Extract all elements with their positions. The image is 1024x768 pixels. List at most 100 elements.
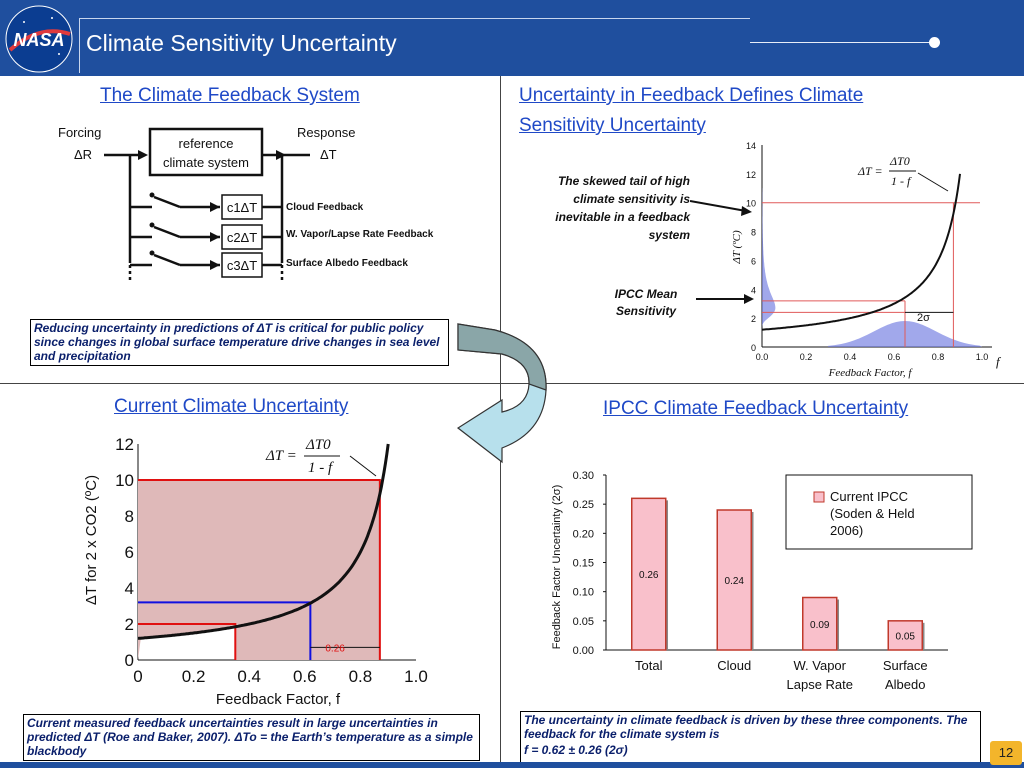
ipcc-bar-chart: 0.00 0.05 0.10 0.15 0.20 0.25 0.30 Feedback Fa…: [551, 470, 973, 692]
tr-f-symbol: f: [996, 354, 1002, 369]
br-ytick-label: 0.05: [573, 616, 594, 628]
annotation-arrows: [690, 200, 754, 304]
legend-line3: 2006): [830, 523, 863, 538]
response-label: Response: [297, 125, 356, 140]
nasa-logo-text: NASA: [13, 30, 64, 50]
feedback-label-2: W. Vapor/Lapse Rate Feedback: [286, 229, 434, 240]
tr-xtick-label: 1.0: [976, 352, 989, 362]
slide-title: Climate Sensitivity Uncertainty: [86, 30, 397, 56]
current-uncertainty-title[interactable]: Current Climate Uncertainty: [114, 396, 349, 417]
ipcc-feedback-title[interactable]: IPCC Climate Feedback Uncertainty: [603, 398, 909, 419]
bl-formula-den: 1 - f: [308, 460, 334, 476]
bl-ytick-label: 10: [115, 471, 134, 490]
br-category-label: W. Vapor: [793, 658, 846, 673]
response-symbol: ΔT: [320, 147, 337, 162]
br-bar: [887, 620, 923, 651]
reference-line2: climate system: [163, 155, 249, 170]
br-bar: [631, 497, 667, 651]
feedback-label-1: Cloud Feedback: [286, 202, 364, 213]
current-measured-note: Current measured feedback uncertainties …: [23, 714, 480, 761]
bl-high-bound: [138, 479, 381, 660]
br-ytick-label: 0.25: [573, 499, 594, 511]
bl-width-label: 0.26: [325, 643, 345, 654]
forcing-symbol: ΔR: [74, 147, 92, 162]
bl-uncertainty-shade: [138, 480, 380, 660]
legend-swatch: [813, 491, 825, 503]
feedback-box-2: c2ΔT: [227, 230, 257, 245]
feedback-diagram: Forcing ΔR Response ΔT reference climate…: [58, 125, 434, 280]
tr-ytick-label: 12: [746, 170, 756, 180]
ipcc-mean-line2: Sensitivity: [615, 304, 677, 318]
tr-ylabel: ΔT (ºC): [731, 230, 743, 265]
ipcc-feedback-note: The uncertainty in climate feedback is d…: [520, 711, 981, 764]
tr-formula-lhs: ΔT =: [857, 164, 883, 178]
bl-formula-num: ΔT0: [305, 437, 331, 453]
ipcc-note-line1: The uncertainty in climate feedback is d…: [524, 713, 968, 741]
bl-xtick-label: 0: [133, 667, 142, 686]
skewed-tail-annotation: The skewed tail of high climate sensitiv…: [555, 174, 690, 242]
page-number: 12: [990, 741, 1022, 765]
br-category-label: Lapse Rate: [787, 677, 854, 692]
br-category-label: Cloud: [717, 658, 751, 673]
feedback-row-1: c1ΔT Cloud Feedback: [130, 192, 364, 220]
feedback-row-3: c3ΔT Surface Albedo Feedback: [130, 250, 408, 278]
br-ytick-label: 0.10: [573, 587, 594, 599]
uncertainty-title-line1[interactable]: Uncertainty in Feedback Defines Climate: [519, 85, 864, 106]
br-bar-value-label: 0.05: [896, 631, 916, 642]
tr-ytick-label: 2: [751, 314, 756, 324]
tr-formula-num: ΔT0: [889, 154, 910, 168]
bl-ytick-label: 6: [125, 543, 134, 562]
tr-two-sigma: 2σ: [917, 312, 930, 324]
horizontal-divider: [0, 383, 1024, 384]
ipcc-note-line2: f = 0.62 ± 0.26 (2σ): [524, 743, 628, 757]
public-policy-note: Reducing uncertainty in predictions of Δ…: [30, 319, 449, 366]
legend-line2: (Soden & Held: [830, 506, 915, 521]
tr-ytick-label: 10: [746, 199, 756, 209]
bl-ytick-label: 2: [125, 615, 134, 634]
uncertainty-title-line2[interactable]: Sensitivity Uncertainty: [519, 115, 706, 136]
legend: Current IPCC (Soden & Held 2006): [785, 474, 973, 550]
tr-xtick-label: 0.4: [844, 352, 857, 362]
tr-ytick-label: 6: [751, 256, 756, 266]
legend-line1: Current IPCC: [830, 489, 908, 504]
bottom-strip: [0, 762, 1024, 768]
tr-ytick-label: 4: [751, 285, 756, 295]
bl-low-bound: [138, 623, 237, 660]
current-uncertainty-chart: 0 2 4 6 8 10 12 0 0.2 0.4 0.6 0.8 1.0 ΔT for 2 x CO2…: [83, 435, 428, 708]
feedback-box-1: c1ΔT: [227, 200, 257, 215]
tr-xtick-label: 0.0: [756, 352, 769, 362]
bl-formula-pointer: [349, 455, 377, 477]
tr-xtick-label: 0.6: [888, 352, 901, 362]
feedback-box-3: c3ΔT: [227, 258, 257, 273]
bl-ytick-label: 4: [125, 579, 134, 598]
ipcc-mean-line1: IPCC Mean: [614, 287, 678, 301]
tr-ytick-label: 8: [751, 228, 756, 238]
forcing-label: Forcing: [58, 125, 101, 140]
tr-ytick-label: 0: [751, 343, 756, 353]
br-category-label: Albedo: [885, 677, 925, 692]
tr-formula-den: 1 - f: [891, 174, 912, 188]
br-bar: [802, 596, 838, 651]
br-bar-value-label: 0.26: [639, 570, 659, 581]
bl-xtick-label: 1.0: [404, 667, 428, 686]
nasa-logo: NASA: [5, 5, 73, 73]
br-bar-value-label: 0.09: [810, 620, 830, 631]
tr-xtick-label: 0.8: [932, 352, 945, 362]
bl-sensitivity-curve: [137, 443, 390, 640]
tr-formula-pointer: [917, 172, 949, 192]
br-bar: [716, 509, 752, 651]
reference-line1: reference: [179, 136, 234, 151]
bl-xtick-label: 0.4: [237, 667, 261, 686]
bl-ytick-label: 12: [115, 435, 134, 454]
br-bar-value-label: 0.24: [725, 576, 745, 587]
feedback-row-2: c2ΔT W. Vapor/Lapse Rate Feedback: [130, 222, 434, 250]
br-category-label: Total: [635, 658, 663, 673]
bl-formula-lhs: ΔT =: [265, 448, 297, 464]
reference-box: [148, 127, 264, 177]
bl-ytick-label: 0: [125, 651, 134, 670]
tr-sensitivity-curve: [761, 173, 961, 331]
slide-header: [0, 0, 1024, 76]
br-ytick-label: 0.00: [573, 645, 594, 657]
bl-xtick-label: 0.6: [293, 667, 317, 686]
feedback-system-title[interactable]: The Climate Feedback System: [100, 85, 360, 106]
